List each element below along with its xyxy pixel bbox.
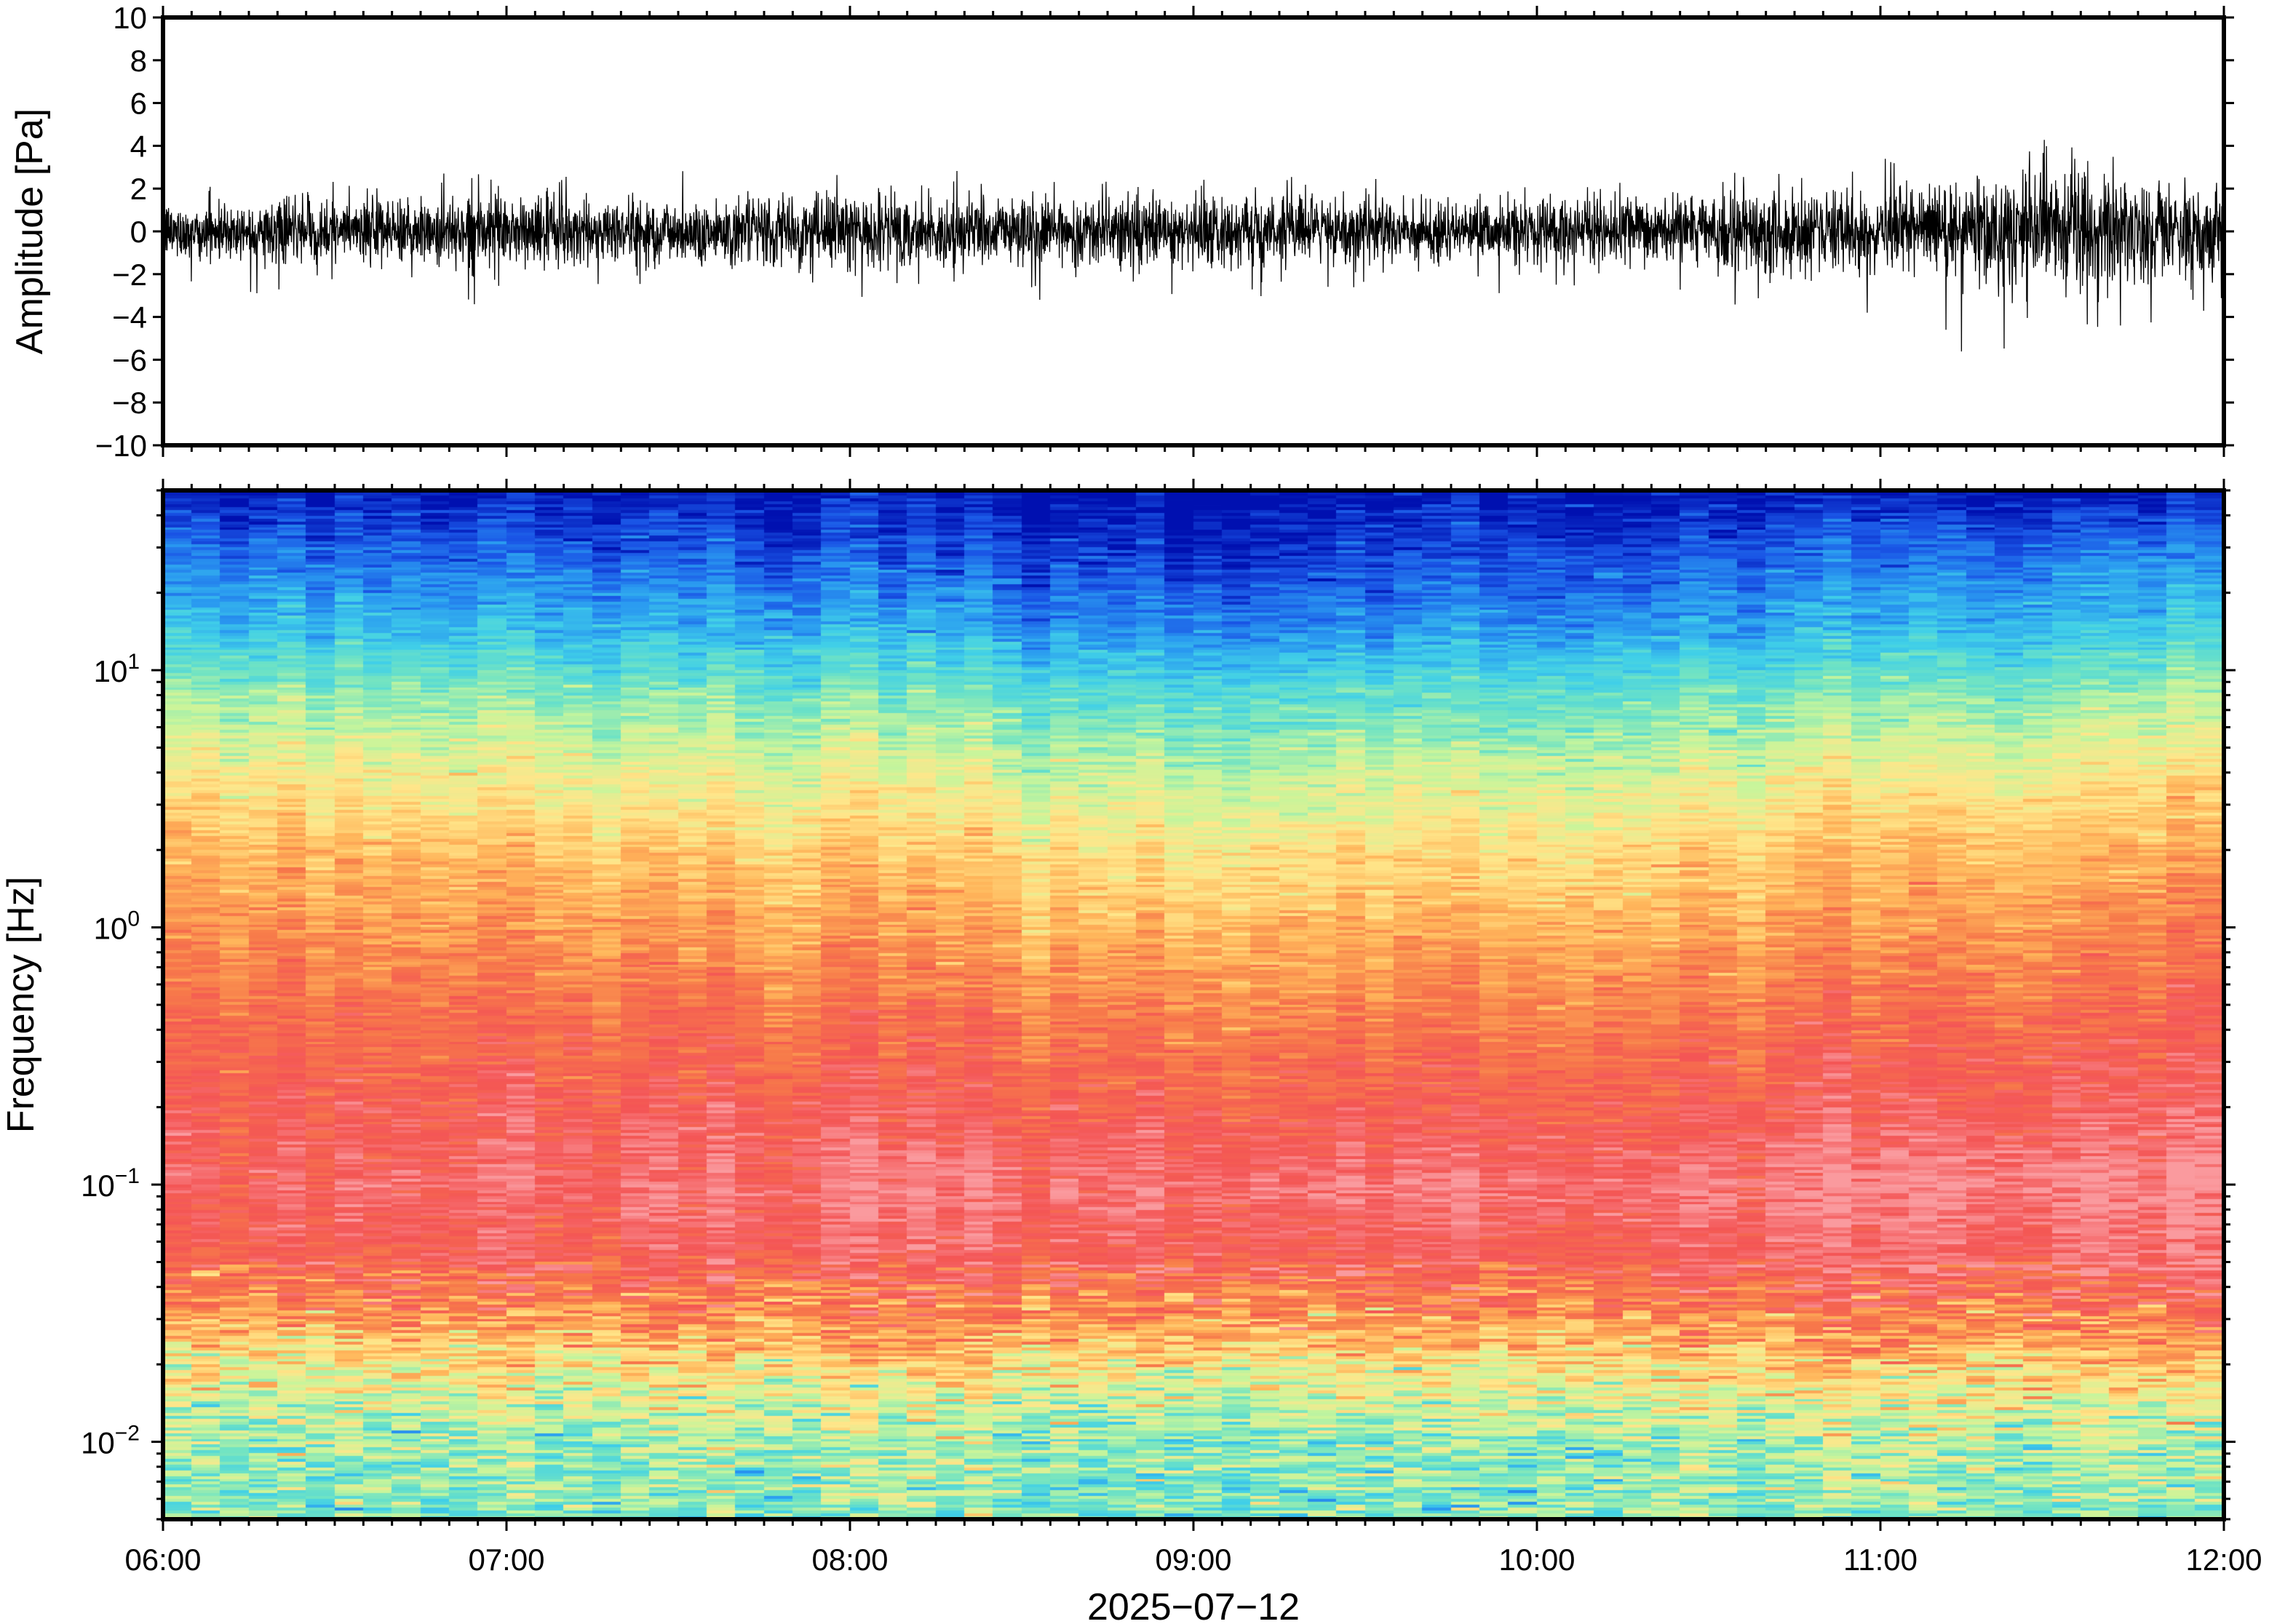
waveform-y-tick-label: −2 — [112, 258, 147, 292]
spectrogram-x-ticks: 06:00 07:00 08:00 09:00 10:00 11:00 12:00 — [124, 479, 2262, 1577]
waveform-y-tick-label: 2 — [130, 172, 147, 206]
spectrogram-x-tick-label: 12:00 — [2185, 1543, 2262, 1577]
waveform-y-tick-label: −10 — [95, 429, 147, 463]
waveform-y-tick-label: 4 — [130, 129, 147, 163]
spectrogram-x-axis-label: 2025−07−12 — [1087, 1586, 1300, 1624]
spectrogram-image — [163, 490, 2224, 1519]
waveform-x-ticks — [162, 6, 2225, 457]
waveform-y-tick-label: −6 — [112, 343, 147, 377]
waveform-y-axis-label: Amplitude [Pa] — [9, 108, 51, 354]
spectrogram-panel: 06:00 07:00 08:00 09:00 10:00 11:00 12:00 10−2… — [0, 479, 2262, 1624]
spectrogram-y-tick-label: 10−2 — [81, 1422, 140, 1460]
waveform-trace — [163, 140, 2224, 352]
spectrogram-y-axis-label: Frequency [Hz] — [0, 877, 42, 1134]
waveform-line — [163, 140, 2224, 352]
waveform-y-tick-label: −4 — [112, 300, 147, 335]
spectrogram-x-tick-label: 08:00 — [811, 1543, 888, 1577]
waveform-y-tick-label: 10 — [113, 1, 147, 35]
waveform-y-tick-label: 8 — [130, 44, 147, 78]
spectrogram-x-tick-label: 11:00 — [1843, 1543, 1918, 1577]
spectrogram-x-tick-label: 07:00 — [468, 1543, 544, 1577]
spectrogram-x-tick-label: 10:00 — [1498, 1543, 1575, 1577]
spectrogram-y-tick-label: 100 — [94, 907, 140, 946]
spectrogram-x-tick-label: 06:00 — [124, 1543, 201, 1577]
waveform-y-tick-label: 6 — [130, 87, 147, 121]
waveform-y-tick-label: 0 — [130, 215, 147, 249]
spectrogram-y-tick-label: 10−1 — [81, 1164, 140, 1203]
spectrogram-y-tick-label: 101 — [94, 650, 140, 688]
waveform-y-ticks: −10 −8 −6 −4 −2 0 2 4 6 8 10 — [95, 1, 2234, 463]
spectrogram-y-ticks: 10−2 10−1 100 101 — [81, 489, 2236, 1521]
spectrogram-x-tick-label: 09:00 — [1155, 1543, 1231, 1577]
waveform-y-tick-label: −8 — [112, 386, 147, 420]
waveform-panel: −10 −8 −6 −4 −2 0 2 4 6 8 10 Amplitude [Pa] — [9, 1, 2234, 463]
